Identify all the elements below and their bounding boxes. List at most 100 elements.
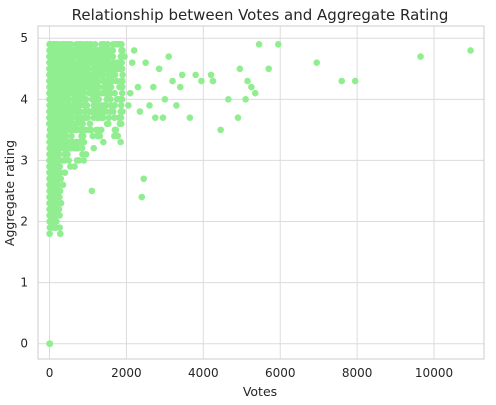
scatter-point [62,71,70,79]
x-tick-label: 10000 [415,366,453,380]
scatter-point [72,108,79,115]
scatter-point [119,71,126,79]
scatter-point [248,83,255,91]
scatter-point [68,77,75,85]
scatter-point [126,89,134,97]
scatter-point [91,53,99,60]
scatter-point [74,102,82,109]
y-tick-label: 1 [20,276,28,290]
scatter-point [48,144,55,152]
scatter-point [117,138,124,146]
scatter-point [192,71,199,79]
scatter-point [46,126,54,134]
scatter-point [114,132,122,140]
y-tick-label: 0 [20,337,28,351]
scatter-point [178,71,186,79]
scatter-point [77,96,84,103]
scatter-point [338,77,346,85]
scatter-point [48,199,56,207]
scatter-point [116,120,124,128]
scatter-point [59,181,67,189]
scatter-point [94,83,101,91]
y-tick-label: 3 [20,153,28,167]
scatter-point [53,218,60,225]
scatter-point [57,175,65,183]
scatter-point [93,96,100,103]
scatter-point [71,89,79,97]
scatter-point [81,108,89,115]
scatter-point [83,102,91,109]
scatter-point [86,120,94,128]
scatter-point [87,77,95,85]
scatter-point [60,114,68,121]
scatter-point [46,224,54,231]
scatter-point [64,151,71,158]
scatter-point [93,59,100,66]
scatter-point [58,96,65,103]
scatter-point [119,47,126,54]
scatter-point [76,126,84,134]
scatter-point [46,77,53,85]
scatter-point [46,96,54,103]
x-tick-label: 4000 [188,366,219,380]
points-layer [46,41,474,348]
scatter-point [64,96,71,103]
scatter-point [46,193,53,201]
scatter-point [79,89,86,97]
scatter-point [46,218,54,225]
scatter-point [53,193,60,201]
scatter-point [54,151,62,158]
scatter-point [93,126,100,134]
scatter-point [74,144,81,152]
y-axis-title: Aggregate rating [2,140,17,246]
scatter-point [52,108,60,115]
scatter-point [79,41,86,48]
scatter-point [52,206,60,213]
scatter-point [150,83,157,91]
scatter-point [128,59,136,66]
scatter-point [104,120,112,128]
scatter-point [107,47,114,54]
scatter-point [95,102,103,109]
scatter-point [82,53,89,60]
x-axis-title: Votes [243,384,277,399]
scatter-point [117,96,125,103]
x-tick-label: 6000 [265,366,296,380]
scatter-point [118,77,126,85]
scatter-point [67,102,75,109]
scatter-point [159,114,167,121]
scatter-point [173,102,180,109]
scatter-point [64,83,72,91]
scatter-point [58,126,66,134]
scatter-point [46,340,54,348]
scatter-point [88,187,96,195]
scatter-point [107,108,114,115]
scatter-point [49,157,57,164]
scatter-point [100,47,107,54]
scatter-point [48,169,55,176]
scatter-point [46,163,54,170]
scatter-point [265,65,272,73]
scatter-point [176,83,184,91]
scatter-point [50,65,57,73]
scatter-point [61,132,69,140]
scatter-point [169,77,176,85]
x-tick-label: 2000 [111,366,142,380]
scatter-point [67,126,74,134]
scatter-point [101,53,109,60]
scatter-point [198,77,205,85]
scatter-point [101,102,108,109]
scatter-point [78,132,85,140]
scatter-point [59,89,67,97]
scatter-point [242,96,249,103]
scatter-point [72,138,80,146]
scatter-point [236,65,244,73]
scatter-point [207,71,215,79]
scatter-point [112,41,120,48]
scatter-point [55,114,63,121]
scatter-point [95,77,102,85]
scatter-point [110,59,118,66]
scatter-point [58,65,66,73]
scatter-point [61,157,68,164]
scatter-point [89,132,97,140]
